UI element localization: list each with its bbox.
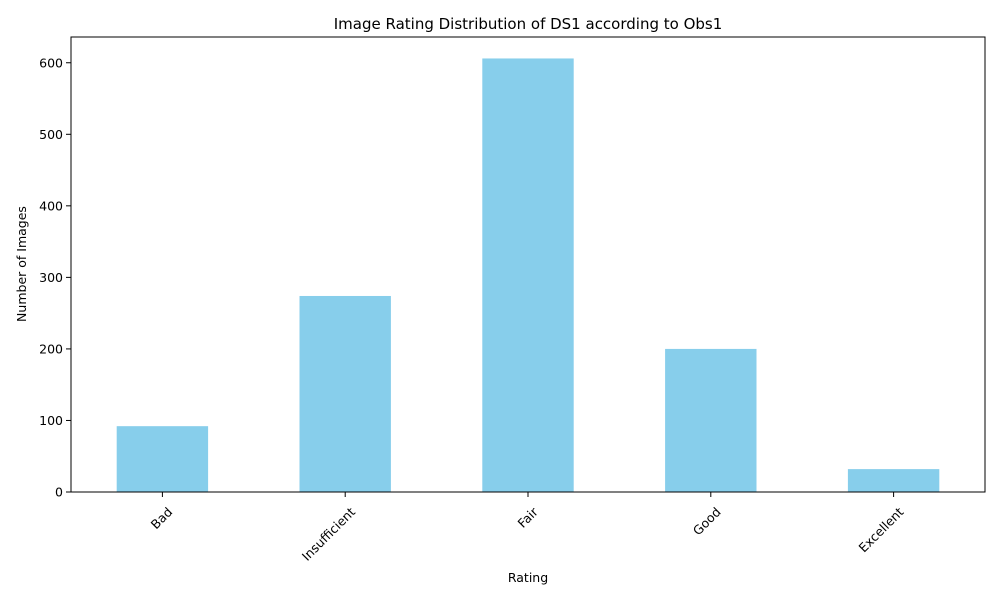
x-tick-label: Excellent bbox=[856, 504, 907, 555]
bar-insufficient bbox=[299, 295, 391, 492]
bar-bad bbox=[116, 426, 209, 492]
x-axis-label: Rating bbox=[508, 570, 548, 585]
y-axis-label: Number of Images bbox=[14, 206, 29, 322]
y-tick-label: 500 bbox=[39, 127, 63, 142]
x-tick-label: Bad bbox=[148, 504, 176, 532]
bar-good bbox=[665, 348, 757, 492]
x-tick-label: Fair bbox=[515, 504, 542, 531]
plot-frame bbox=[70, 36, 986, 493]
x-tick-label: Good bbox=[690, 504, 724, 538]
y-axis: 0 100 200 300 400 500 600 bbox=[39, 55, 71, 500]
y-tick-label: 100 bbox=[39, 413, 63, 428]
y-tick-label: 200 bbox=[39, 341, 63, 356]
y-tick-label: 600 bbox=[39, 55, 63, 70]
x-axis: Bad Insufficient Fair Good Excellent bbox=[148, 492, 907, 564]
bar-excellent bbox=[847, 469, 940, 492]
x-tick-label: Insufficient bbox=[299, 504, 358, 563]
y-tick-label: 300 bbox=[39, 270, 63, 285]
chart-title: Image Rating Distribution of DS1 accordi… bbox=[334, 15, 723, 33]
y-tick-label: 0 bbox=[55, 485, 63, 500]
bar-fair bbox=[482, 58, 574, 492]
bars-group bbox=[116, 58, 940, 492]
y-tick-label: 400 bbox=[39, 198, 63, 213]
